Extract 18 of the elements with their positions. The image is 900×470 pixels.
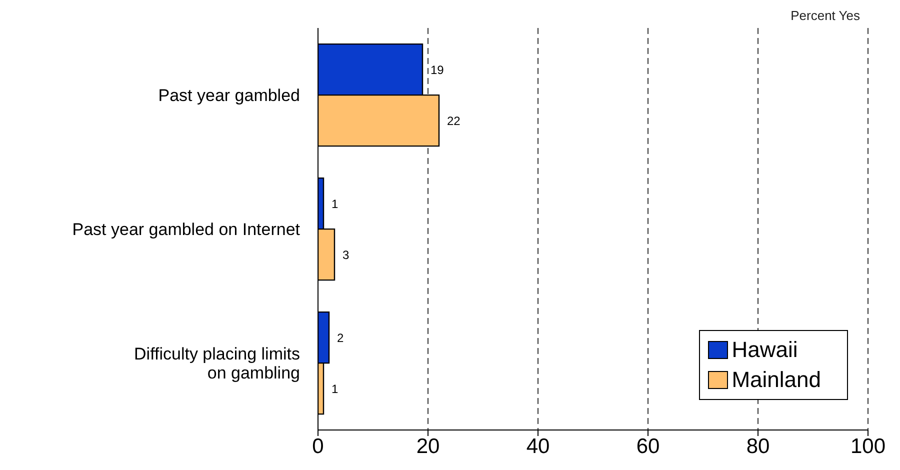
- data-label: 22: [447, 114, 461, 128]
- x-tick-label: 0: [312, 434, 324, 458]
- data-label: 1: [332, 382, 338, 396]
- x-tick-label: 60: [636, 434, 660, 458]
- data-label: 1: [332, 196, 338, 211]
- legend-label: Mainland: [732, 366, 821, 394]
- x-tick-label: 20: [416, 434, 440, 458]
- x-axis-title: Percent Yes: [790, 8, 860, 23]
- y-tick-label: Past year gambled on Internet: [72, 220, 300, 238]
- data-label: 2: [337, 330, 344, 345]
- y-tick-label: Difficulty placing limits on gambling: [134, 344, 300, 382]
- x-tick-label: 40: [526, 434, 550, 458]
- legend-label: Hawaii: [732, 336, 798, 364]
- data-label: 3: [342, 248, 350, 262]
- x-tick-label: 80: [746, 434, 770, 458]
- data-label: 19: [430, 62, 444, 77]
- x-tick-label: 100: [850, 434, 886, 458]
- y-tick-label: Past year gambled: [158, 86, 300, 104]
